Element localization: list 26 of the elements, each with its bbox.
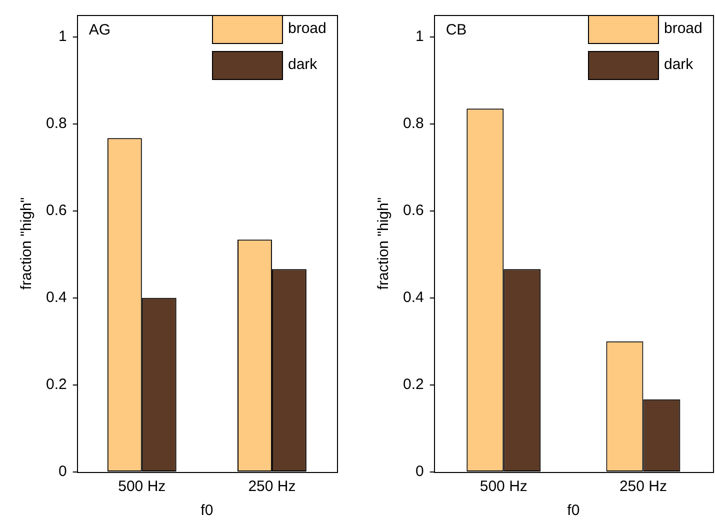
x-axis-title: f0 [200,502,214,520]
x-tick-label: 500 Hz [480,478,528,496]
legend-label: dark [664,56,694,74]
y-tick-label: 0.4 [402,289,424,306]
y-tick-label: 0.8 [402,114,424,132]
x-axis-title: f0 [567,502,580,520]
annotation: CB [446,22,467,39]
x-tick-label: 250 Hz [248,478,296,496]
legend-label: broad [664,20,702,38]
y-tick-label: 0.2 [402,376,424,394]
y-tick-label: 0.6 [46,202,67,219]
legend-label: dark [288,56,318,74]
x-tick-label: 250 Hz [619,478,667,496]
y-tick-label: 0.2 [46,376,67,394]
legend-label: broad [288,20,326,38]
y-tick-label: 0.4 [46,289,67,306]
x-tick-label: 500 Hz [118,478,166,496]
y-tick-label: 0.6 [402,202,424,219]
y-tick-label: 0 [416,463,424,480]
y-axis-title: fraction "high" [375,197,392,290]
y-tick-label: 1 [416,28,424,45]
y-tick-label: 1 [58,28,67,45]
y-tick-label: 0.8 [46,114,67,132]
y-tick-label: 0 [58,463,67,480]
annotation: AG [88,22,111,39]
y-axis-title: fraction "high" [18,197,36,290]
